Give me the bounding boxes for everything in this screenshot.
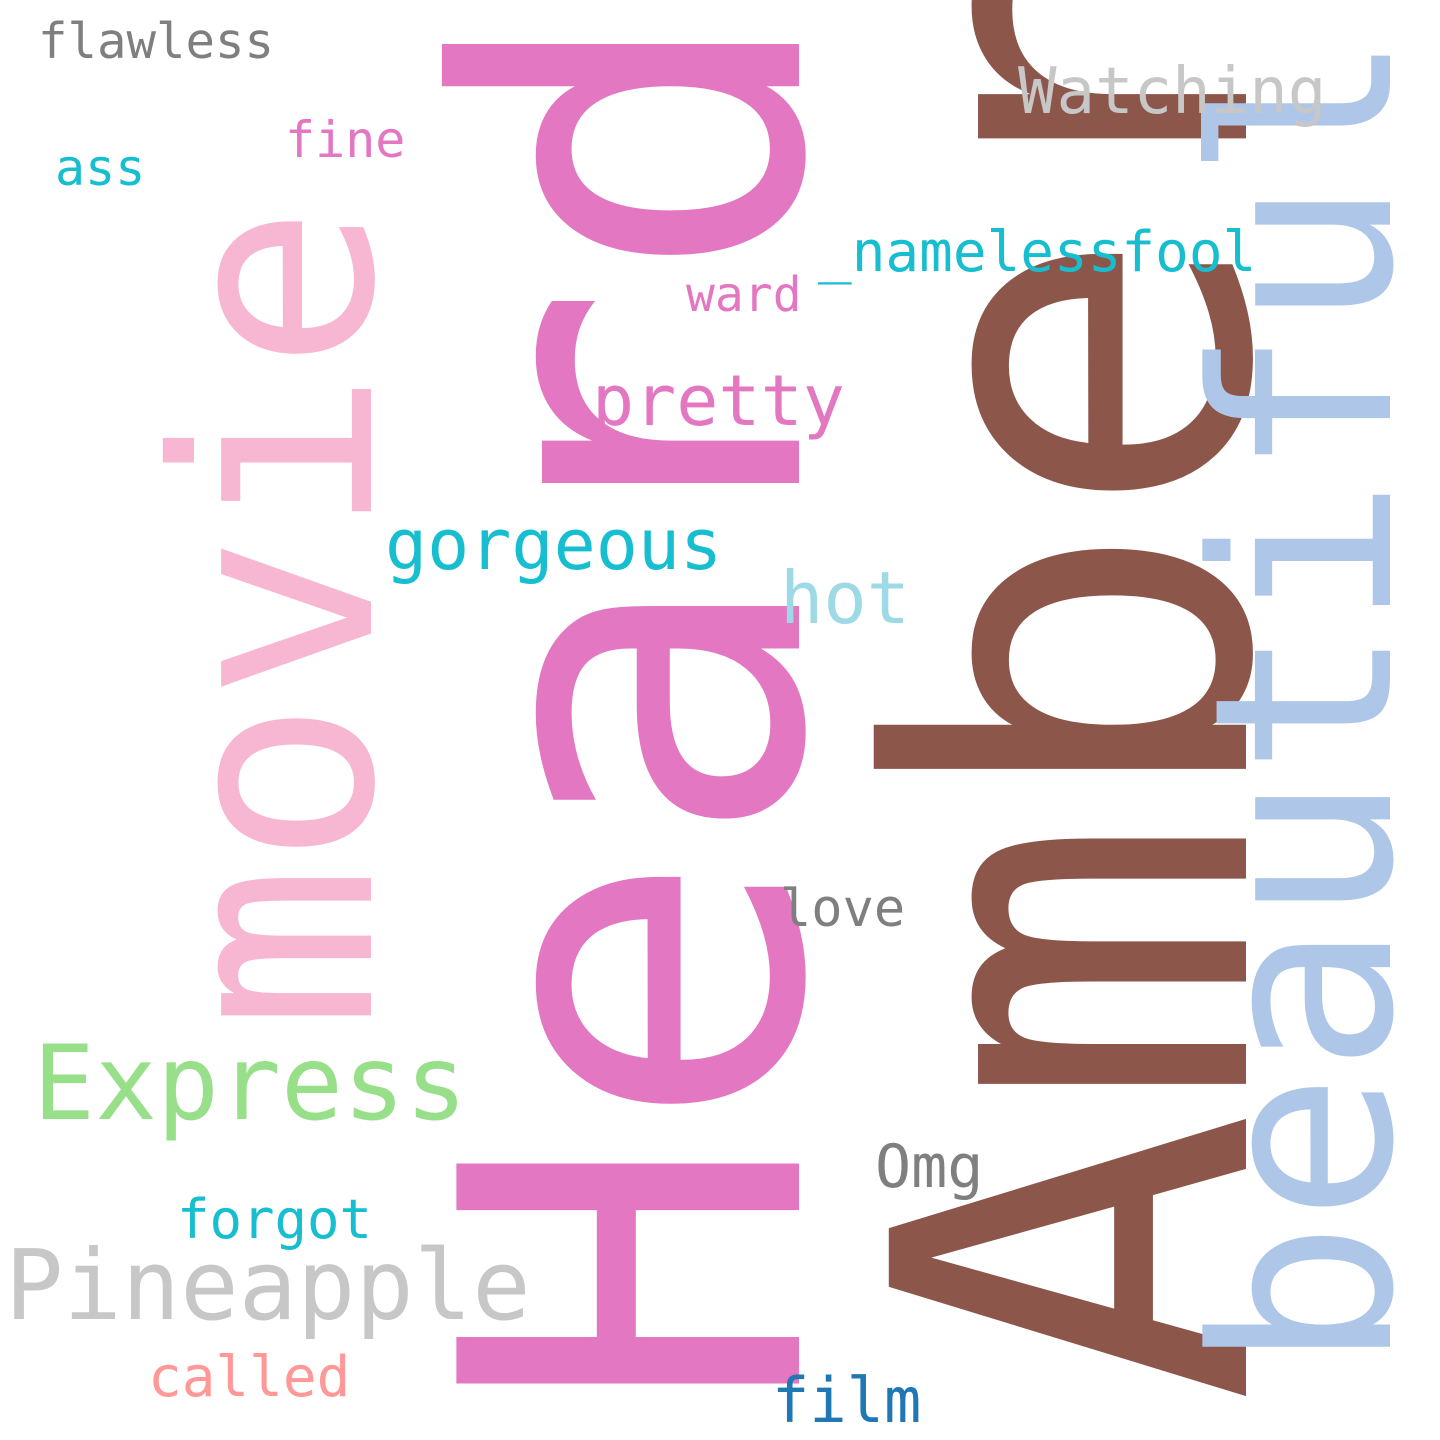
word-heard: Heard [363, 0, 910, 1415]
word-express: Express [33, 1024, 468, 1144]
word-flawless: flawless [38, 13, 275, 70]
word-hot: hot [780, 556, 911, 640]
word-fine: fine [285, 111, 406, 169]
word-pretty: pretty [592, 360, 845, 442]
word-namelessfool: _namelessfool [818, 220, 1257, 285]
word-movie: movie [117, 205, 436, 1030]
word-film: film [772, 1364, 922, 1437]
word-forgot: forgot [177, 1188, 373, 1251]
word-gorgeous: gorgeous [385, 504, 723, 586]
word-ass: ass [55, 139, 146, 197]
word-pineapple: Pineapple [5, 1229, 531, 1342]
word-watching: Watching [1018, 55, 1327, 129]
word-love: love [780, 879, 906, 939]
word-omg: Omg [875, 1132, 984, 1202]
word-ward: ward [686, 267, 802, 323]
word-called: called [148, 1345, 351, 1410]
